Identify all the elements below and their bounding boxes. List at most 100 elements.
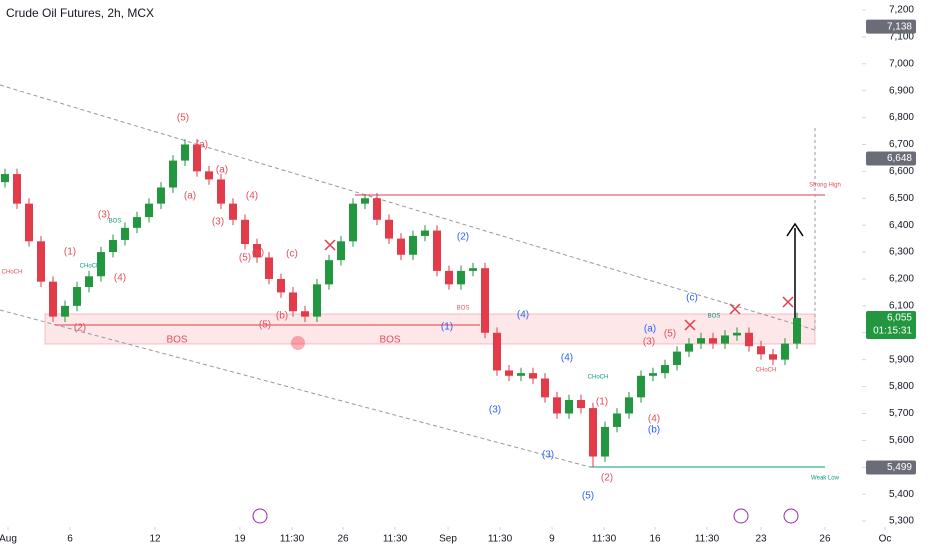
x-tick-label: Oc (879, 534, 892, 545)
x-tick-label: 11:30 (592, 534, 617, 545)
price-axis (862, 0, 932, 527)
y-tick-label: 6,100 (889, 301, 914, 312)
x-tick-label: 12 (149, 534, 161, 545)
candle-body (25, 203, 34, 242)
cross-marks (324, 239, 794, 331)
annotation: BOS (166, 335, 187, 346)
annotation: BOS (708, 314, 721, 320)
annotation: (2) (601, 473, 613, 484)
candle-body (769, 354, 778, 360)
candle-body (13, 174, 22, 204)
annotation: (4) (561, 353, 573, 364)
annotation: BOS (457, 306, 470, 312)
candle-body (205, 171, 214, 180)
candle-body (757, 346, 766, 355)
candle-body (121, 227, 130, 240)
arrow-head (786, 222, 804, 237)
candle-body (457, 270, 466, 285)
x-tick-label: 11:30 (383, 534, 408, 545)
candle-body (613, 413, 622, 427)
candle-body (781, 343, 790, 360)
annotation: (4) (114, 273, 126, 284)
price-label-box (866, 151, 916, 166)
candle-body (73, 287, 82, 306)
icon[interactable] (252, 508, 268, 524)
candle-body (685, 343, 694, 352)
annotation: (b) (276, 311, 288, 322)
candle-body (109, 239, 118, 253)
annotation: (4) (246, 191, 258, 202)
candle-body (697, 338, 706, 344)
y-tick-label: 6,400 (889, 220, 914, 231)
candle-body (433, 230, 442, 271)
candle-body (481, 268, 490, 333)
candle-body (745, 332, 754, 347)
annotation: (b) (648, 425, 660, 436)
annotation: (1) (441, 322, 453, 333)
trend-line (0, 84, 816, 331)
candle-body (169, 160, 178, 188)
price-label: 6,648 (887, 153, 912, 164)
y-tick-label: 6,800 (889, 112, 914, 123)
candle-body (157, 187, 166, 204)
candle-body (517, 373, 526, 376)
candle-body (493, 332, 502, 371)
candle-body (397, 238, 406, 255)
x-tick-label: 9 (549, 534, 555, 545)
annotation: (2) (457, 232, 469, 243)
icon[interactable] (733, 508, 749, 524)
y-tick-label: 6,700 (889, 139, 914, 150)
candle-body (85, 276, 94, 288)
annotation: (a) (196, 140, 208, 151)
drawings (0, 84, 825, 468)
candle-body (649, 373, 658, 376)
annotation: BOS (109, 219, 122, 225)
chart-title: Crude Oil Futures, 2h, MCX (6, 6, 154, 20)
y-tick-label: 5,300 (889, 516, 914, 527)
annotation: (a) (644, 324, 656, 335)
price-label-box (866, 460, 916, 475)
annotation: (4) (648, 414, 660, 425)
candle-body (193, 144, 202, 172)
candle-body (625, 397, 634, 414)
candle-body (217, 179, 226, 204)
candle-body (793, 317, 802, 344)
x-tick-label: 26 (819, 534, 831, 545)
annotation: (a) (184, 191, 196, 202)
annotation: (4) (517, 310, 529, 321)
annotation: (3) (643, 337, 655, 348)
annotation: Weak Low (811, 476, 840, 482)
annotation: (1) (596, 397, 608, 408)
candle-body (145, 203, 154, 218)
indicator-icons (252, 508, 799, 524)
candle-body (265, 257, 274, 279)
candle-body (637, 375, 646, 398)
icon[interactable] (783, 508, 799, 524)
candle-body (253, 243, 262, 258)
candle-body (313, 284, 322, 317)
candle-body (1, 174, 10, 183)
candle-body (289, 292, 298, 312)
candle-body (241, 219, 250, 244)
y-tick-label: 5,700 (889, 408, 914, 419)
annotation: CHoCH (80, 264, 101, 270)
y-tick-label: 7,000 (889, 58, 914, 69)
price-label-box (866, 310, 916, 339)
marker (291, 336, 305, 350)
candle-body (385, 219, 394, 239)
candle-body (553, 397, 562, 414)
candle-body (589, 408, 598, 457)
candle-body (661, 365, 670, 374)
y-tick-label: 5,800 (889, 381, 914, 392)
annotation: CHoCH (2, 270, 23, 276)
price-label: 7,138 (887, 21, 912, 32)
candle-body (37, 241, 46, 282)
candle-body (601, 426, 610, 457)
candle-body (337, 241, 346, 261)
annotation: (5) (259, 320, 271, 331)
candle-body (529, 373, 538, 379)
annotation: (2) (74, 323, 86, 334)
